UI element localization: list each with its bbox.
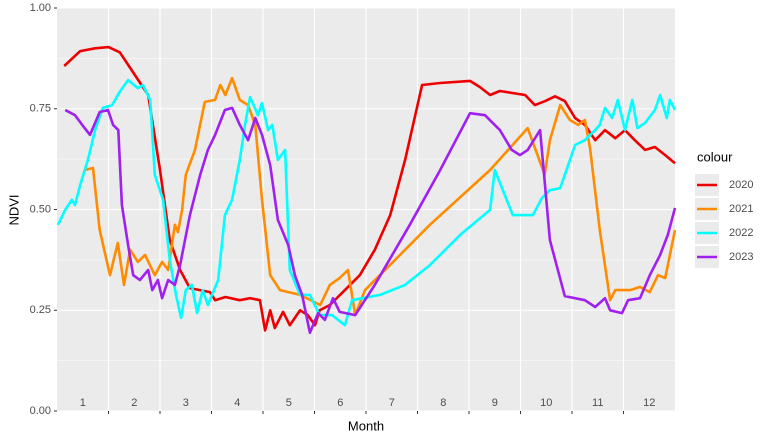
month-label: 2 (131, 397, 137, 409)
month-label: 1 (80, 397, 86, 409)
series-line (56, 78, 677, 327)
series-line (84, 76, 677, 317)
grid (57, 7, 675, 412)
month-label: 11 (592, 397, 603, 409)
month-label: 4 (234, 397, 240, 409)
month-label: 10 (540, 397, 552, 409)
month-label: 9 (492, 397, 498, 409)
y-tick-label: 0.00 (30, 405, 51, 417)
month-label: 3 (183, 397, 189, 409)
legend-title: colour (697, 149, 733, 164)
month-label: 7 (389, 397, 395, 409)
legend-label: 2020 (729, 179, 753, 191)
lines (56, 45, 677, 335)
month-label: 12 (643, 397, 655, 409)
legend-label: 2021 (729, 203, 753, 215)
month-label: 6 (337, 397, 343, 409)
legend-label: 2023 (729, 251, 753, 263)
y-tick-label: 1.00 (30, 2, 51, 14)
y-tick-label: 0.25 (30, 304, 51, 316)
series-line (64, 106, 677, 335)
y-axis-title: NDVI (6, 194, 21, 225)
month-label: 8 (440, 397, 446, 409)
y-tick-label: 0.50 (30, 203, 51, 215)
y-tick-label: 0.75 (30, 103, 51, 115)
legend-label: 2022 (729, 227, 753, 239)
month-label: 5 (286, 397, 292, 409)
x-axis-title: Month (348, 418, 384, 433)
